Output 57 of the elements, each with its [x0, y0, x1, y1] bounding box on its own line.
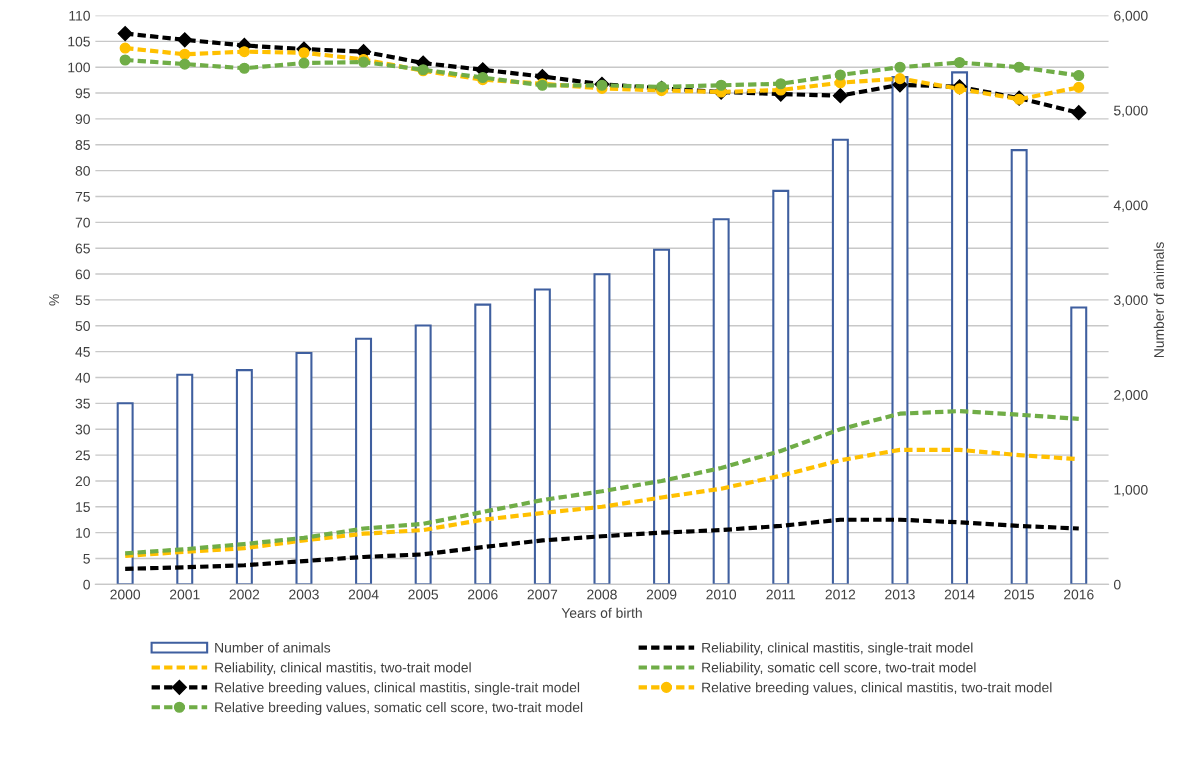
y2-tick-label: 0 — [1113, 579, 1121, 590]
x-tick-label: 2011 — [766, 589, 796, 600]
x-tick-label: 2015 — [1004, 589, 1035, 600]
x-tick-label: 2000 — [110, 589, 141, 600]
x-tick-label: 2016 — [1064, 589, 1094, 600]
y-tick-label: 10 — [76, 527, 90, 538]
legend-label: Number of animals — [215, 642, 331, 653]
x-tick-label: 2013 — [885, 589, 915, 600]
x-tick-label: 2008 — [587, 589, 617, 600]
legend-label: Relative breeding values, somatic cell score, two-trait model — [215, 702, 583, 715]
y-tick-label: 75 — [75, 191, 90, 202]
y-tick-label: 0 — [83, 579, 90, 590]
legend-label: Reliability, clinical mastitis, two-trait model — [215, 662, 471, 676]
y-tick-label: 80 — [75, 165, 90, 176]
y2-tick-label: 4,000 — [1113, 200, 1148, 212]
y-tick-label: 60 — [75, 269, 90, 280]
x-tick-label: 2007 — [527, 589, 558, 600]
y2-tick-label: 2,000 — [1114, 390, 1148, 402]
y-tick-label: 70 — [75, 217, 90, 228]
x-tick-label: 2003 — [289, 589, 319, 600]
y-tick-label: 65 — [75, 243, 90, 254]
y-tick-label: 20 — [75, 476, 90, 487]
y2-axis-title: Number of animals — [1153, 242, 1164, 358]
y2-tick-label: 1,000 — [1114, 484, 1148, 497]
legend-label: Relative breeding values, clinical mastitis, two-trait model — [702, 682, 1052, 696]
x-tick-label: 2009 — [646, 589, 677, 600]
y-tick-label: 25 — [75, 450, 90, 461]
y-axis-title: % — [49, 294, 59, 306]
x-tick-label: 2004 — [348, 589, 379, 600]
y-tick-label: 95 — [75, 88, 90, 99]
x-tick-label: 2001 — [170, 589, 200, 600]
y-tick-label: 90 — [75, 114, 90, 125]
y-tick-label: 100 — [68, 62, 90, 73]
y2-tick-label: 5,000 — [1113, 105, 1148, 118]
y-tick-label: 5 — [83, 553, 90, 564]
legend-label: Reliability, clinical mastitis, single-trait model — [702, 642, 973, 656]
x-tick-label: 2005 — [408, 589, 439, 600]
x-tick-label: 2014 — [944, 589, 975, 600]
legend-label: Reliability, somatic cell score, two-trait model — [702, 662, 976, 676]
legend-label: Relative breeding values, clinical mastitis, single-trait model — [215, 682, 580, 696]
x-tick-label: 2012 — [825, 589, 856, 600]
y-tick-label: 40 — [75, 372, 90, 383]
y-tick-label: 50 — [75, 321, 90, 331]
y-tick-label: 35 — [75, 398, 90, 409]
x-tick-label: 2006 — [468, 589, 498, 600]
y-tick-label: 45 — [75, 347, 90, 357]
y2-tick-label: 6,000 — [1114, 10, 1148, 23]
x-axis-title: Years of birth — [561, 607, 642, 618]
y-tick-label: 55 — [75, 295, 90, 306]
y-tick-label: 105 — [68, 36, 90, 47]
y2-tick-label: 3,000 — [1113, 295, 1148, 307]
y-tick-label: 110 — [69, 10, 90, 21]
y-tick-label: 30 — [75, 424, 90, 435]
x-tick-label: 2002 — [229, 589, 260, 600]
y-tick-label: 85 — [75, 140, 90, 150]
y-tick-label: 15 — [76, 502, 90, 512]
x-tick-label: 2010 — [706, 589, 737, 600]
